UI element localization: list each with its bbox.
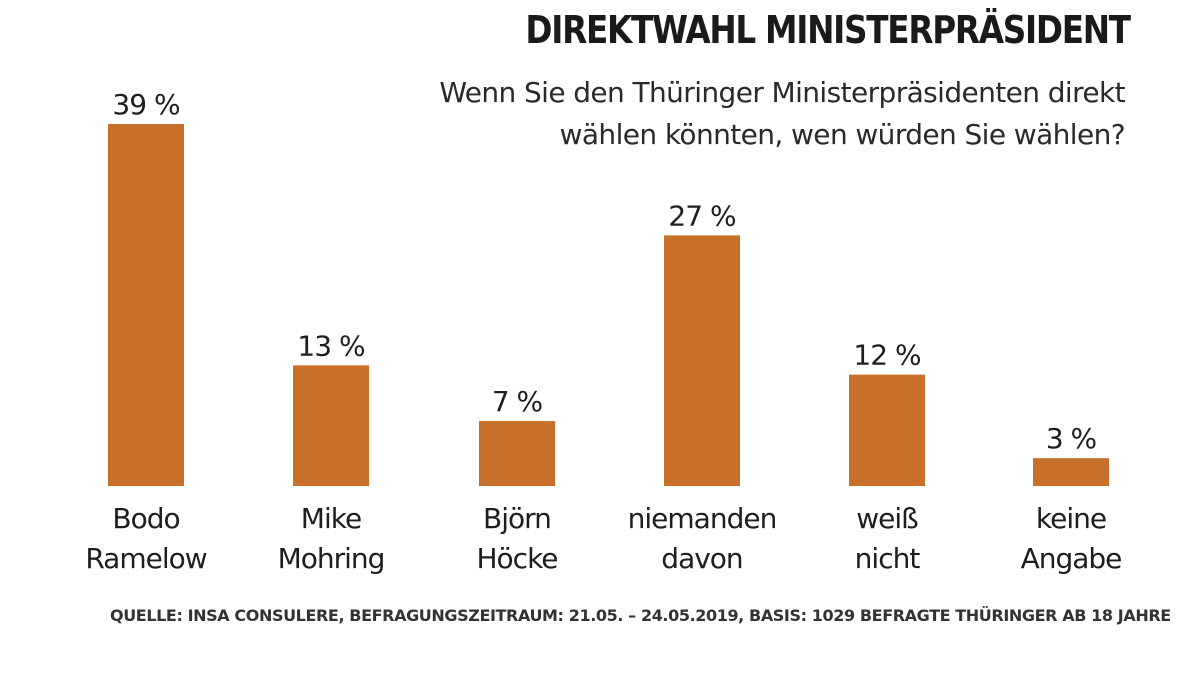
category-label-3-0: niemanden [628, 502, 777, 535]
category-label-1-0: Mike [301, 502, 361, 535]
value-label-0: 39 % [112, 88, 180, 121]
bar-4 [849, 374, 925, 486]
category-label-3-1: davon [661, 542, 742, 575]
bar-0 [108, 124, 184, 486]
bar-2 [479, 421, 555, 486]
bar-5 [1033, 458, 1109, 486]
category-label-1-1: Mohring [278, 542, 385, 575]
category-label-2-0: Björn [483, 502, 551, 535]
value-label-2: 7 % [492, 385, 543, 418]
category-label-5-1: Angabe [1021, 542, 1122, 575]
value-label-1: 13 % [297, 329, 365, 362]
value-label-3: 27 % [668, 199, 736, 232]
bar-3 [664, 235, 740, 486]
category-label-0-0: Bodo [112, 502, 179, 535]
category-label-0-1: Ramelow [85, 542, 206, 575]
category-label-4-0: weiß [856, 502, 918, 535]
bar-1 [293, 365, 369, 486]
category-label-2-1: Höcke [476, 542, 557, 575]
chart-subtitle: Wenn Sie den Thüringer Ministerpräsident… [439, 76, 1125, 151]
source-note: QUELLE: INSA CONSULERE, BEFRAGUNGSZEITRA… [110, 606, 1171, 625]
value-label-5: 3 % [1046, 422, 1097, 455]
category-label-4-1: nicht [855, 542, 921, 575]
value-label-4: 12 % [853, 339, 921, 372]
category-label-5-0: keine [1036, 502, 1106, 535]
chart-title: DIREKTWAHL MINISTERPRÄSIDENT [525, 8, 1132, 52]
